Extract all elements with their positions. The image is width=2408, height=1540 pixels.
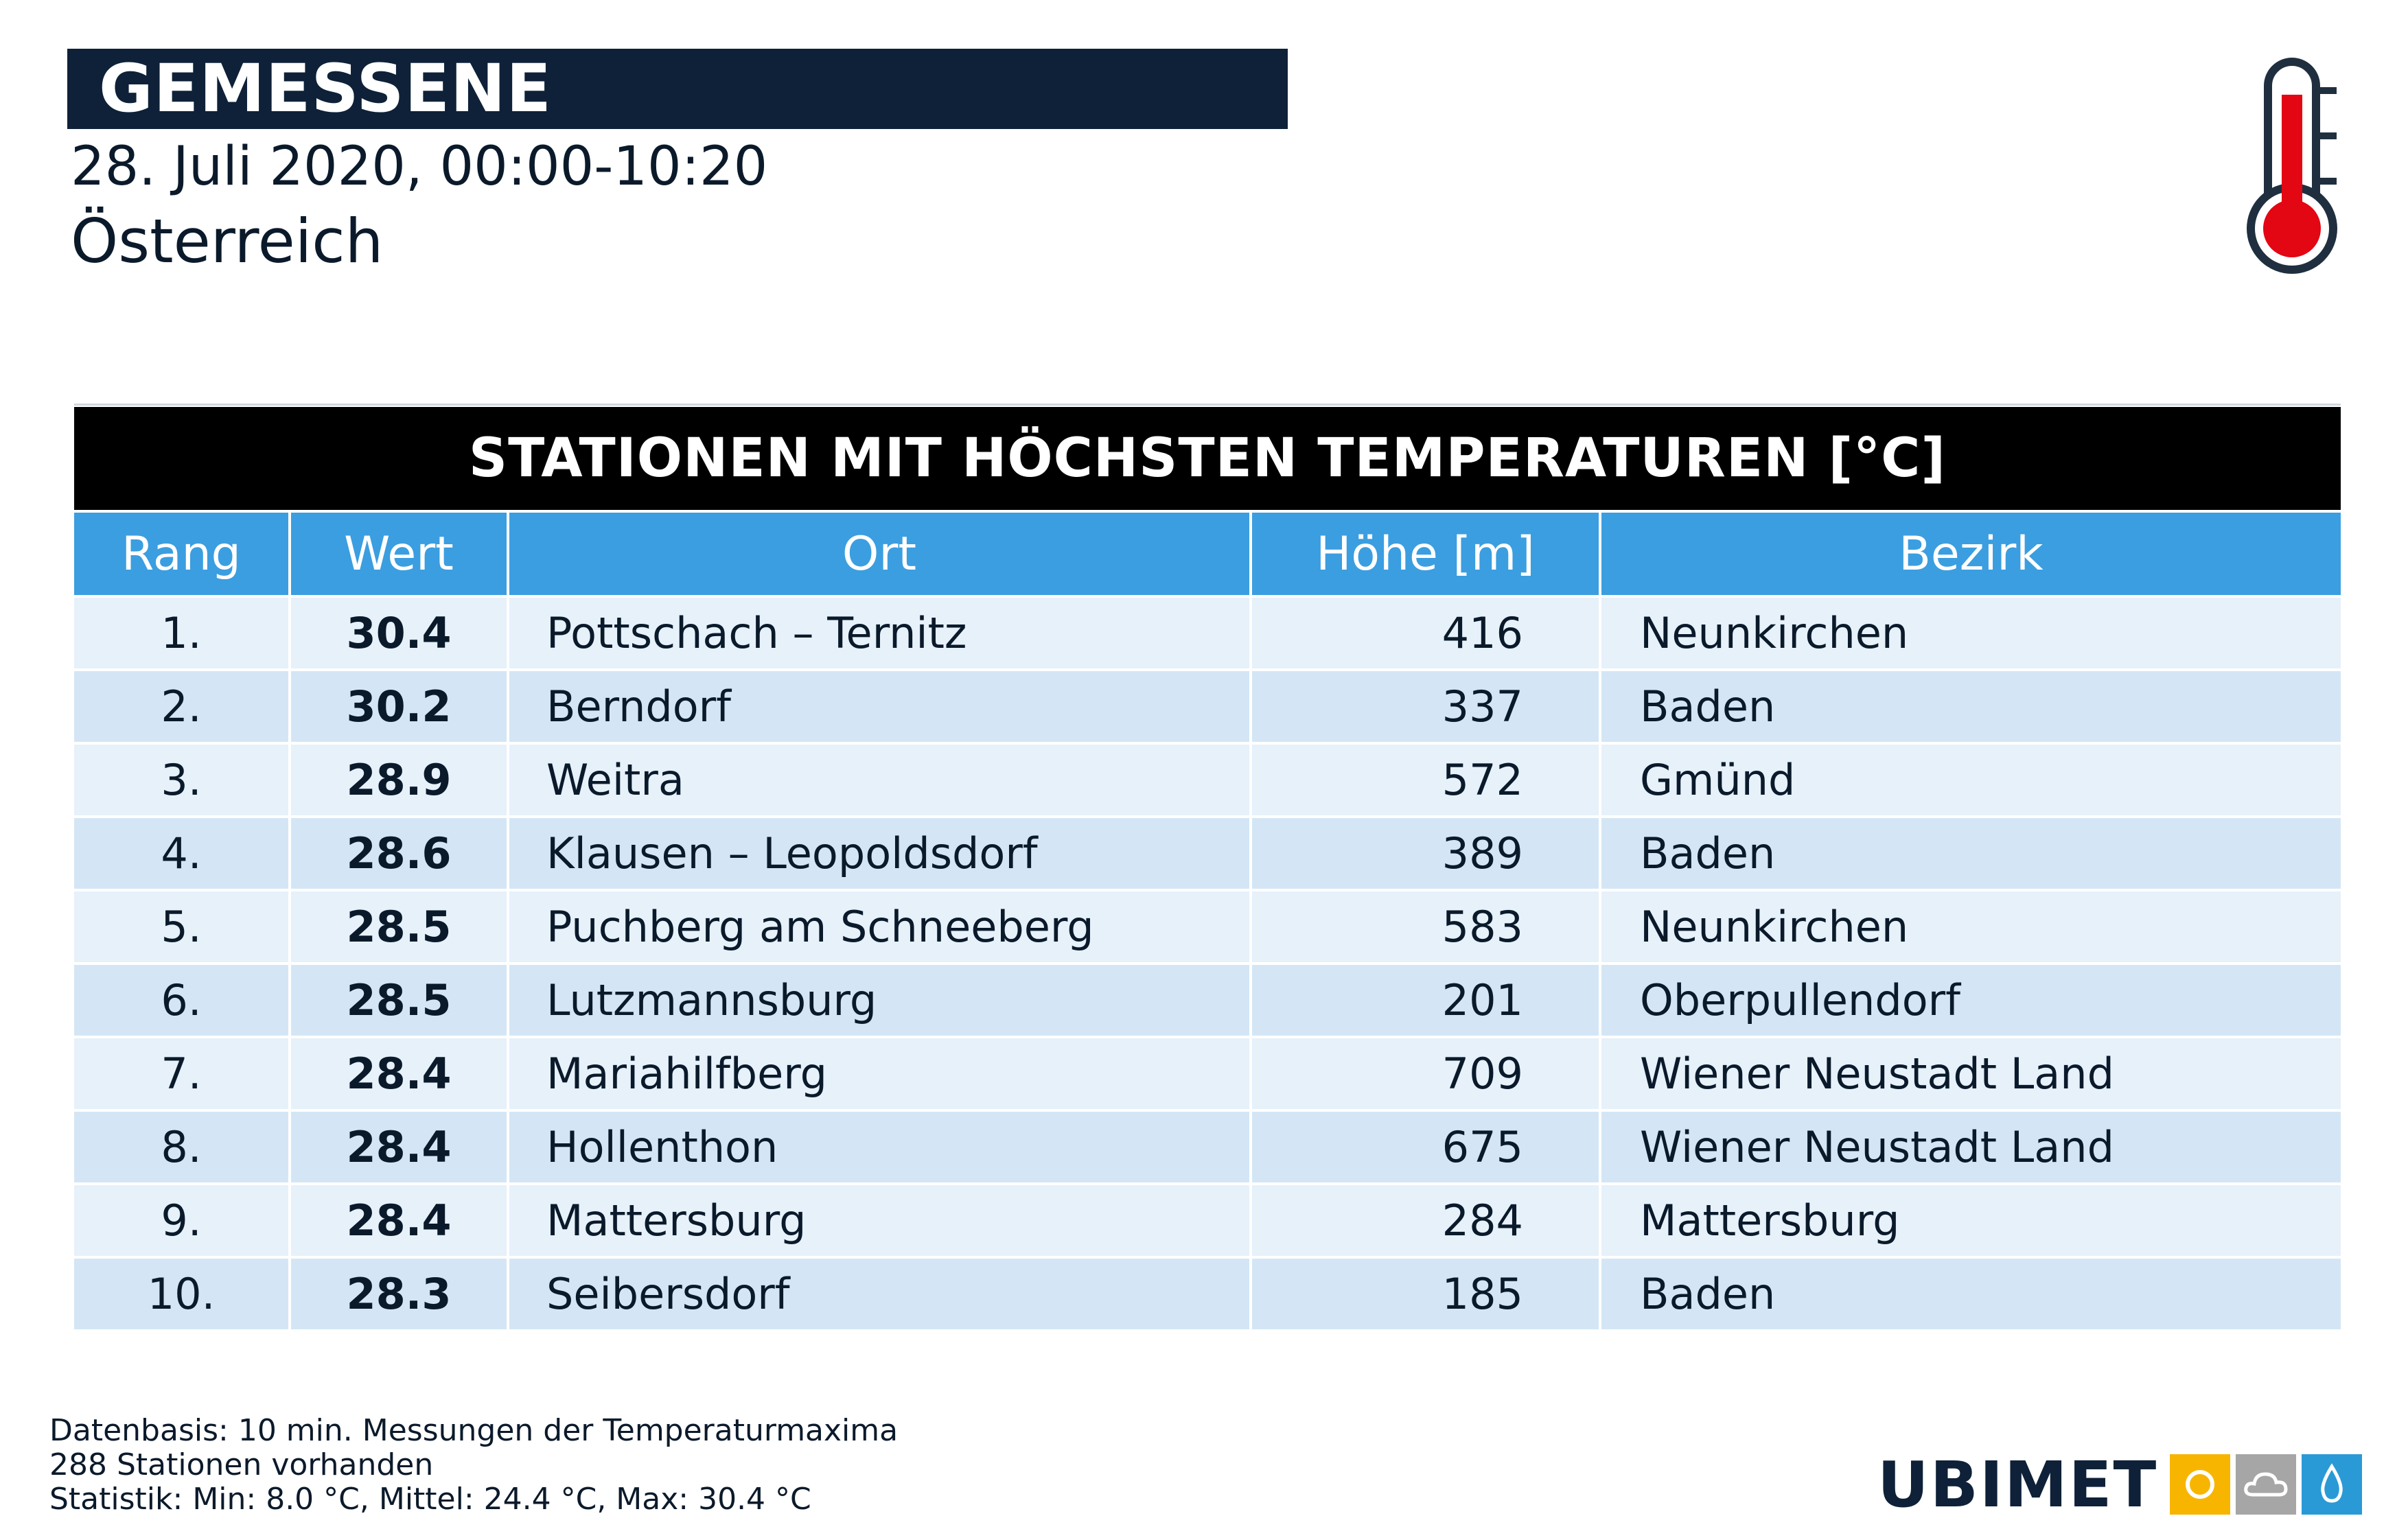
cell-hoehe: 337 [1252,671,1601,745]
column-header-hoehe: Höhe [m] [1252,513,1601,598]
cell-ort: Hollenthon [509,1112,1252,1185]
cell-hoehe: 284 [1252,1185,1601,1259]
cell-wert: 28.9 [291,745,509,818]
cell-ort: Mariahilfberg [509,1038,1252,1112]
cell-ort: Pottschach – Ternitz [509,598,1252,671]
cell-wert: 30.4 [291,598,509,671]
table-row: 6. 28.5 Lutzmannsburg 201 Oberpullendorf [74,965,2341,1038]
column-header-ort: Ort [509,513,1252,598]
cell-wert: 30.2 [291,671,509,745]
table-row: 2. 30.2 Berndorf 337 Baden [74,671,2341,745]
table-row: 3. 28.9 Weitra 572 Gmünd [74,745,2341,818]
cell-bezirk: Neunkirchen [1601,598,2341,671]
cell-rang: 1. [74,598,291,671]
column-header-bezirk: Bezirk [1601,513,2341,598]
cell-bezirk: Baden [1601,671,2341,745]
table-body: 1. 30.4 Pottschach – Ternitz 416 Neunkirchen… [74,598,2341,1332]
cell-ort: Mattersburg [509,1185,1252,1259]
cell-rang: 7. [74,1038,291,1112]
ubimet-logo: UBIMET [1877,1448,2368,1521]
date-range: 28. Juli 2020, 00:00-10:20 [71,136,768,198]
cell-bezirk: Mattersburg [1601,1185,2341,1259]
cell-wert: 28.4 [291,1038,509,1112]
footer-station-count: 288 Stationen vorhanden [49,1447,434,1482]
cell-bezirk: Wiener Neustadt Land [1601,1038,2341,1112]
cell-bezirk: Baden [1601,1259,2341,1332]
table-row: 8. 28.4 Hollenthon 675 Wiener Neustadt Land [74,1112,2341,1185]
cell-wert: 28.4 [291,1112,509,1185]
cell-wert: 28.3 [291,1259,509,1332]
page-title: GEMESSENE TEMPERATURMAXIMA [67,49,1288,207]
cell-hoehe: 572 [1252,745,1601,818]
raindrop-icon [2302,1454,2363,1515]
sun-icon [2170,1454,2231,1515]
cell-rang: 4. [74,818,291,891]
table-title: STATIONEN MIT HÖCHSTEN TEMPERATUREN [°C] [74,407,2341,510]
footer-statistics: Statistik: Min: 8.0 °C, Mittel: 24.4 °C,… [49,1482,811,1517]
cell-wert: 28.5 [291,965,509,1038]
cell-ort: Klausen – Leopoldsdorf [509,818,1252,891]
cell-hoehe: 709 [1252,1038,1601,1112]
cell-wert: 28.6 [291,818,509,891]
thermometer-icon [2247,58,2337,274]
logo-text: UBIMET [1877,1447,2158,1521]
cell-hoehe: 201 [1252,965,1601,1038]
column-header-rang: Rang [74,513,291,598]
cell-wert: 28.5 [291,891,509,965]
cell-hoehe: 185 [1252,1259,1601,1332]
cell-ort: Weitra [509,745,1252,818]
cell-bezirk: Neunkirchen [1601,891,2341,965]
cell-bezirk: Wiener Neustadt Land [1601,1112,2341,1185]
column-header-wert: Wert [291,513,509,598]
cell-rang: 9. [74,1185,291,1259]
cell-hoehe: 675 [1252,1112,1601,1185]
station-table: STATIONEN MIT HÖCHSTEN TEMPERATUREN [°C]… [74,404,2341,1332]
cloud-icon [2236,1454,2297,1515]
table-row: 9. 28.4 Mattersburg 284 Mattersburg [74,1185,2341,1259]
cell-hoehe: 583 [1252,891,1601,965]
cell-rang: 3. [74,745,291,818]
region-label: Österreich [71,206,384,277]
footer-notes: Datenbasis: 10 min. Messungen der Temper… [49,1414,898,1517]
cell-rang: 8. [74,1112,291,1185]
cell-hoehe: 389 [1252,818,1601,891]
cell-rang: 6. [74,965,291,1038]
cell-ort: Lutzmannsburg [509,965,1252,1038]
cell-rang: 2. [74,671,291,745]
table-header-row: Rang Wert Ort Höhe [m] Bezirk [74,513,2341,598]
cell-rang: 10. [74,1259,291,1332]
cell-bezirk: Baden [1601,818,2341,891]
table-row: 4. 28.6 Klausen – Leopoldsdorf 389 Baden [74,818,2341,891]
table-row: 5. 28.5 Puchberg am Schneeberg 583 Neunkirch… [74,891,2341,965]
cell-bezirk: Oberpullendorf [1601,965,2341,1038]
footer-data-basis: Datenbasis: 10 min. Messungen der Temper… [49,1413,899,1448]
cell-wert: 28.4 [291,1185,509,1259]
table-row: 7. 28.4 Mariahilfberg 709 Wiener Neustadt La… [74,1038,2341,1112]
cell-rang: 5. [74,891,291,965]
cell-ort: Seibersdorf [509,1259,1252,1332]
cell-ort: Puchberg am Schneeberg [509,891,1252,965]
table-row: 10. 28.3 Seibersdorf 185 Baden [74,1259,2341,1332]
cell-hoehe: 416 [1252,598,1601,671]
cell-bezirk: Gmünd [1601,745,2341,818]
cell-ort: Berndorf [509,671,1252,745]
table-row: 1. 30.4 Pottschach – Ternitz 416 Neunkirchen [74,598,2341,671]
